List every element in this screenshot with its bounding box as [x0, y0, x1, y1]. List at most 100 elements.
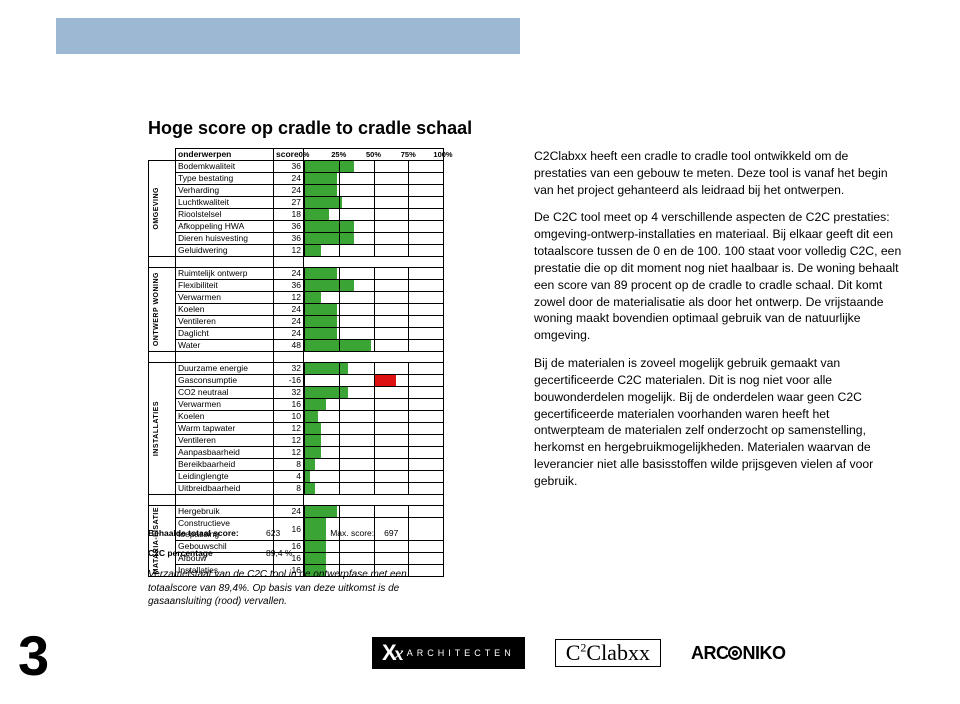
row-label: Afkoppeling HWA [176, 221, 274, 233]
row-bar [304, 387, 444, 399]
xx-architecten-logo: Xx ARCHITECTEN [372, 637, 525, 669]
row-label: Water [176, 340, 274, 352]
pct-tick: 75% [401, 149, 416, 160]
row-label: CO2 neutraal [176, 387, 274, 399]
table-row: Rioolstelsel18 [149, 209, 444, 221]
row-label: Luchtkwaliteit [176, 197, 274, 209]
row-bar [304, 435, 444, 447]
row-score: 27 [274, 197, 304, 209]
row-score: 18 [274, 209, 304, 221]
row-score: 24 [274, 268, 304, 280]
row-score: 32 [274, 363, 304, 375]
row-label: Ventileren [176, 316, 274, 328]
row-bar [304, 185, 444, 197]
row-score: -16 [274, 375, 304, 387]
row-bar [304, 280, 444, 292]
table-row: Afkoppeling HWA36 [149, 221, 444, 233]
body-p2: De C2C tool meet op 4 verschillende aspe… [534, 209, 902, 344]
table-row: Ventileren24 [149, 316, 444, 328]
body-p3: Bij de materialen is zoveel mogelijk geb… [534, 355, 902, 490]
row-label: Verwarmen [176, 399, 274, 411]
row-label: Koelen [176, 411, 274, 423]
row-bar [304, 471, 444, 483]
row-label: Daglicht [176, 328, 274, 340]
row-bar [304, 245, 444, 257]
group-label: INSTALLATIES [149, 363, 176, 495]
row-bar [304, 423, 444, 435]
row-label: Verwarmen [176, 292, 274, 304]
row-label: Geluidwering [176, 245, 274, 257]
footer-logos: Xx ARCHITECTEN C2Clabxx ARCNIKO [372, 636, 785, 670]
row-score: 10 [274, 411, 304, 423]
table-row: Ventileren12 [149, 435, 444, 447]
table-row: Water48 [149, 340, 444, 352]
row-score: 16 [274, 399, 304, 411]
row-label: Bodemkwaliteit [176, 161, 274, 173]
pct-tick: 0% [299, 149, 310, 160]
row-label: Type bestating [176, 173, 274, 185]
row-score: 32 [274, 387, 304, 399]
summary-block: Behaalde totaal score: 623 Max. score: 6… [148, 528, 398, 558]
table-row: Dieren huisvesting36 [149, 233, 444, 245]
row-label: Uitbreidbaarheid [176, 483, 274, 495]
row-bar [304, 483, 444, 495]
table-row: Leidinglengte4 [149, 471, 444, 483]
row-bar [304, 292, 444, 304]
row-label: Flexibiliteit [176, 280, 274, 292]
table-row: Koelen10 [149, 411, 444, 423]
row-score: 24 [274, 173, 304, 185]
table-row: Warm tapwater12 [149, 423, 444, 435]
th-pct: 0%25%50%75%100% [304, 149, 444, 161]
row-score: 36 [274, 233, 304, 245]
table-row: Daglicht24 [149, 328, 444, 340]
c2clabxx-logo: C2Clabxx [555, 639, 661, 667]
pct-tick: 25% [331, 149, 346, 160]
row-score: 24 [274, 506, 304, 518]
xx-label: ARCHITECTEN [407, 648, 515, 658]
table-row: Luchtkwaliteit27 [149, 197, 444, 209]
table-row: Verharding24 [149, 185, 444, 197]
row-score: 12 [274, 435, 304, 447]
row-bar [304, 328, 444, 340]
table-row: Aanpasbaarheid12 [149, 447, 444, 459]
row-bar [304, 340, 444, 352]
row-bar [304, 221, 444, 233]
row-label: Ruimtelijk ontwerp [176, 268, 274, 280]
row-score: 12 [274, 292, 304, 304]
table-row: INSTALLATIESDuurzame energie32 [149, 363, 444, 375]
table-row: CO2 neutraal32 [149, 387, 444, 399]
row-bar [304, 316, 444, 328]
row-label: Hergebruik [176, 506, 274, 518]
header-bar [56, 18, 520, 54]
max-score-value: 697 [384, 528, 398, 538]
row-score: 8 [274, 459, 304, 471]
row-label: Duurzame energie [176, 363, 274, 375]
row-label: Ventileren [176, 435, 274, 447]
xx-icon: Xx [382, 640, 401, 666]
group-label: OMGEVING [149, 161, 176, 257]
pct-value: 89,4 % [266, 548, 292, 558]
row-label: Dieren huisvesting [176, 233, 274, 245]
row-score: 24 [274, 316, 304, 328]
table-row: MATARIA-LISATIEHergebruik24 [149, 506, 444, 518]
page-number: 3 [18, 623, 49, 688]
table-row: Bereikbaarheid8 [149, 459, 444, 471]
th-onderwerpen: onderwerpen [176, 149, 274, 161]
table-row: Type bestating24 [149, 173, 444, 185]
row-score: 24 [274, 328, 304, 340]
row-score: 4 [274, 471, 304, 483]
row-label: Verharding [176, 185, 274, 197]
row-bar [304, 304, 444, 316]
row-score: 8 [274, 483, 304, 495]
row-bar [304, 197, 444, 209]
row-bar [304, 375, 444, 387]
row-bar [304, 399, 444, 411]
row-bar [304, 233, 444, 245]
row-bar [304, 209, 444, 221]
row-label: Koelen [176, 304, 274, 316]
c2c-score-table: onderwerpen score 0%25%50%75%100% OMGEVI… [148, 148, 444, 577]
row-bar [304, 363, 444, 375]
row-bar [304, 268, 444, 280]
group-label: ONTWERP WONING [149, 268, 176, 352]
row-label: Bereikbaarheid [176, 459, 274, 471]
